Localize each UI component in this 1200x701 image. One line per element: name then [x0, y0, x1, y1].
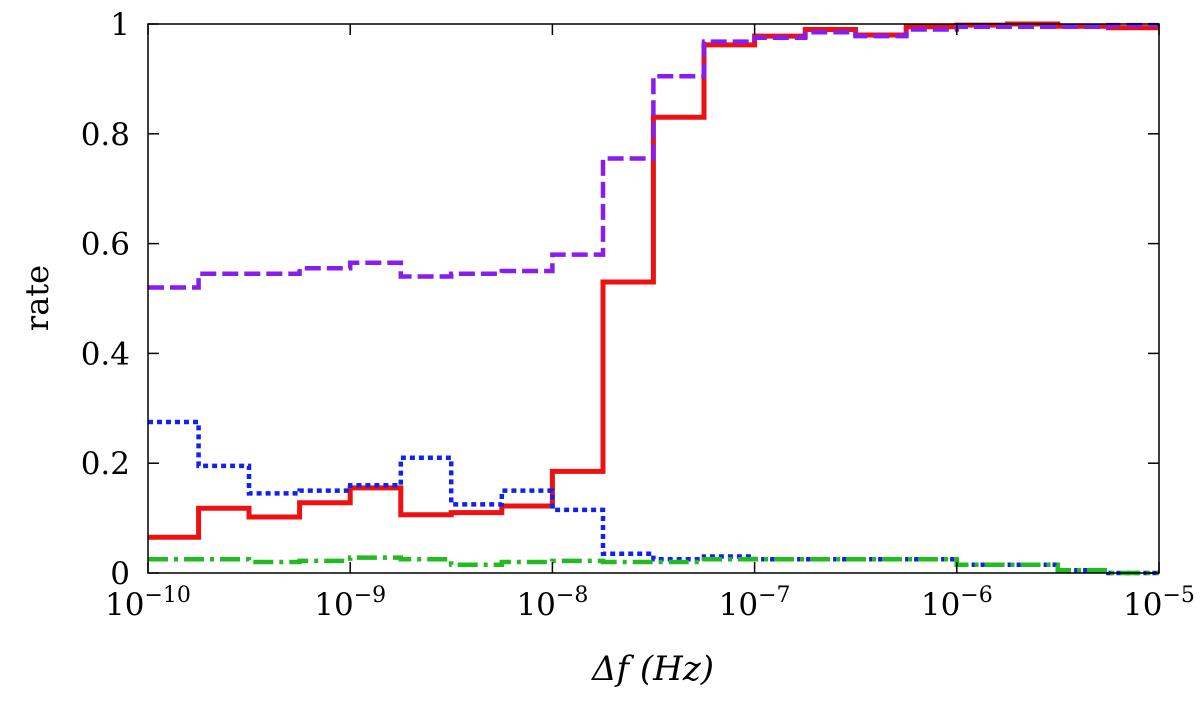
- y-tick-label: 0.2: [81, 446, 130, 482]
- y-axis-label: rate: [18, 265, 56, 331]
- y-tick-label: 1: [110, 7, 130, 43]
- x-axis-label: Δf (Hz): [590, 649, 714, 689]
- x-tick-label: 10−6: [921, 583, 993, 623]
- series-line-3: [148, 419, 1159, 576]
- x-tick-label: 10−10: [105, 583, 191, 623]
- y-tick-label: 0.4: [81, 336, 130, 372]
- x-tick-label: 10−7: [719, 583, 791, 623]
- y-tick-labels: 0 0.2 0.4 0.6 0.8 1: [81, 7, 130, 592]
- x-tick-label: 10−9: [314, 583, 386, 623]
- y-tick-label: 0.6: [81, 227, 130, 263]
- series-line-4: [148, 555, 1159, 576]
- x-tick-label: 10−5: [1123, 583, 1195, 623]
- series-layer: [148, 21, 1159, 576]
- x-tick-label: 10−8: [516, 583, 588, 623]
- ticks-layer: [147, 23, 1160, 574]
- y-tick-label: 0.8: [81, 117, 130, 153]
- plot-frame: [147, 23, 1160, 574]
- y-tick-label: 0: [110, 556, 130, 592]
- x-tick-labels: 10−10 10−9 10−8 10−7 10−6 10−5: [105, 583, 1195, 623]
